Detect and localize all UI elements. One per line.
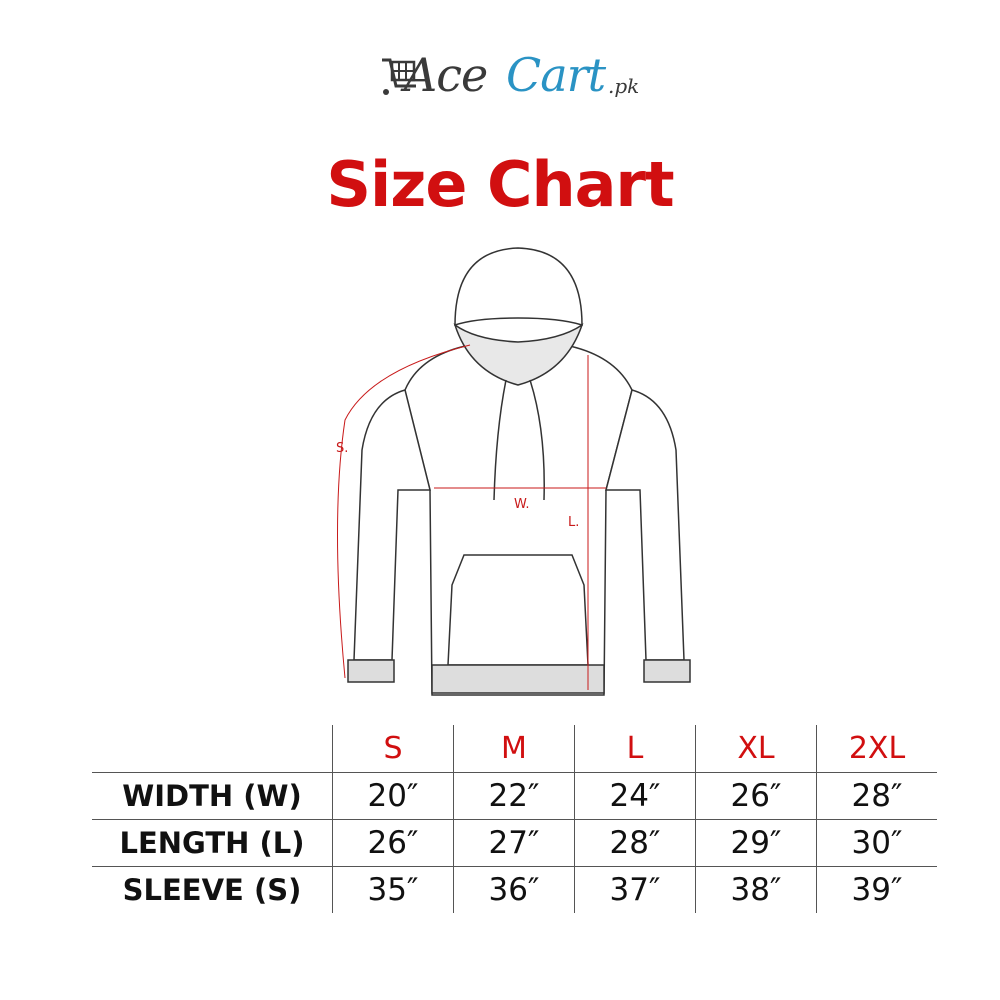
size-header: 2XL [816, 725, 937, 773]
cell: 29″ [695, 819, 817, 867]
cell: 38″ [695, 866, 817, 913]
cell: 36″ [453, 866, 575, 913]
size-header: XL [695, 725, 817, 773]
hoodie-pocket [447, 554, 589, 666]
hoodie-hood [454, 247, 583, 327]
table-row: LENGTH (L) 26″ 27″ 28″ 29″ 30″ [92, 819, 937, 867]
cell: 28″ [816, 772, 937, 820]
cell: 26″ [332, 819, 454, 867]
cell: 26″ [695, 772, 817, 820]
hoodie-right-sleeve [605, 389, 685, 661]
row-label: SLEEVE (S) [92, 866, 333, 913]
size-header: M [453, 725, 575, 773]
size-header: L [574, 725, 696, 773]
cell: 35″ [332, 866, 454, 913]
cell: 24″ [574, 772, 696, 820]
sleeve-label: S. [336, 441, 348, 456]
right-cuff [643, 659, 691, 683]
cell: 37″ [574, 866, 696, 913]
table-row: SLEEVE (S) 35″ 36″ 37″ 38″ 39″ [92, 866, 937, 913]
waist-band [431, 664, 605, 694]
size-header: S [332, 725, 454, 773]
hoodie-diagram: S. W. L. [336, 247, 691, 696]
cell: 27″ [453, 819, 575, 867]
width-label: W. [514, 497, 530, 512]
size-table: S M L XL 2XL WIDTH (W) 20″ 22″ 24″ 26″ 2… [92, 725, 937, 913]
cell: 20″ [332, 772, 454, 820]
size-header-row: S M L XL 2XL [92, 725, 937, 773]
logo-text-suffix: .pk [608, 74, 640, 98]
brand-logo: Ace Cart .pk [380, 48, 680, 118]
row-label: WIDTH (W) [92, 772, 333, 820]
length-label: L. [568, 515, 579, 530]
shopping-cart-icon [382, 58, 416, 95]
sleeve-measure-line [337, 344, 471, 679]
left-cuff [347, 659, 395, 683]
cell: 30″ [816, 819, 937, 867]
logo-text-ace: Ace [404, 48, 488, 102]
hoodie-left-sleeve [353, 389, 431, 661]
cell: 28″ [574, 819, 696, 867]
table-row: WIDTH (W) 20″ 22″ 24″ 26″ 28″ [92, 772, 937, 820]
page-title: Size Chart [326, 148, 674, 221]
cell: 22″ [453, 772, 575, 820]
row-label: LENGTH (L) [92, 819, 333, 867]
cell: 39″ [816, 866, 937, 913]
logo-text-cart: Cart [506, 48, 606, 102]
